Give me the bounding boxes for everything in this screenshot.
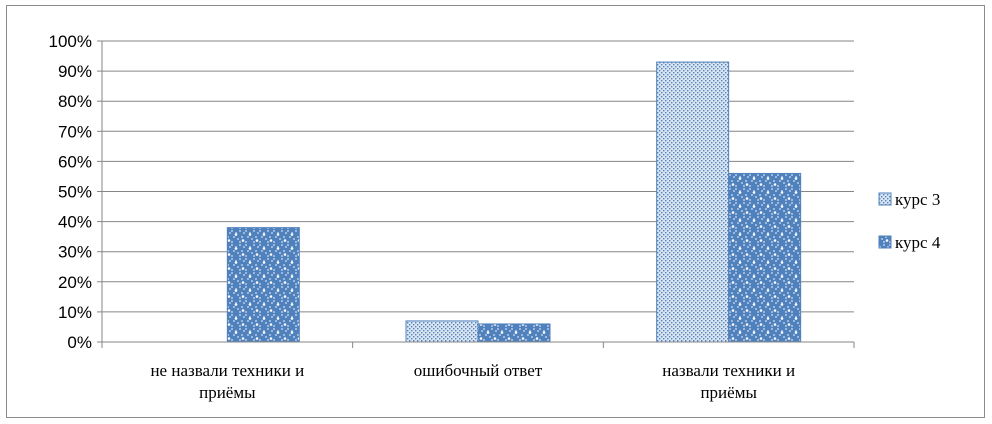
category-label: ошибочный ответ [414,361,543,380]
chart-frame: 0% 10% 20% 30% 40% 50% 60% 70% 80% 90% 100% не наз… [6,5,985,418]
legend: курс 3 курс 4 [879,190,941,252]
y-tick-label: 10% [58,303,92,322]
legend-label: курс 4 [895,233,941,252]
legend-label: курс 3 [895,190,940,209]
category-label: приёмы [199,383,256,402]
y-tick-label: 0% [67,333,92,352]
y-tick-label: 50% [58,183,92,202]
y-tick-label: 80% [58,92,92,111]
legend-swatch [879,193,891,205]
x-axis-labels: не назвали техники и приёмы ошибочный отве… [150,361,795,402]
legend-swatch [879,236,891,248]
bars [227,62,800,342]
bar-chart: 0% 10% 20% 30% 40% 50% 60% 70% 80% 90% 100% не наз… [7,6,986,419]
bar-2-3 [729,173,801,342]
bar-1-3 [657,62,729,342]
y-tick-label: 40% [58,213,92,232]
y-tick-label: 60% [58,152,92,171]
y-tick-label: 20% [58,273,92,292]
bar-1-2 [406,321,478,342]
y-tick-label: 30% [58,243,92,262]
y-tick-label: 70% [58,122,92,141]
bar-2-2 [478,324,550,342]
bar-2-1 [227,228,299,342]
y-tick-label: 90% [58,62,92,81]
y-tick-label: 100% [49,32,92,51]
category-label: назвали техники и [662,361,795,380]
category-label: приёмы [700,383,757,402]
category-label: не назвали техники и [150,361,304,380]
y-axis-ticks: 0% 10% 20% 30% 40% 50% 60% 70% 80% 90% 100% [49,32,102,352]
